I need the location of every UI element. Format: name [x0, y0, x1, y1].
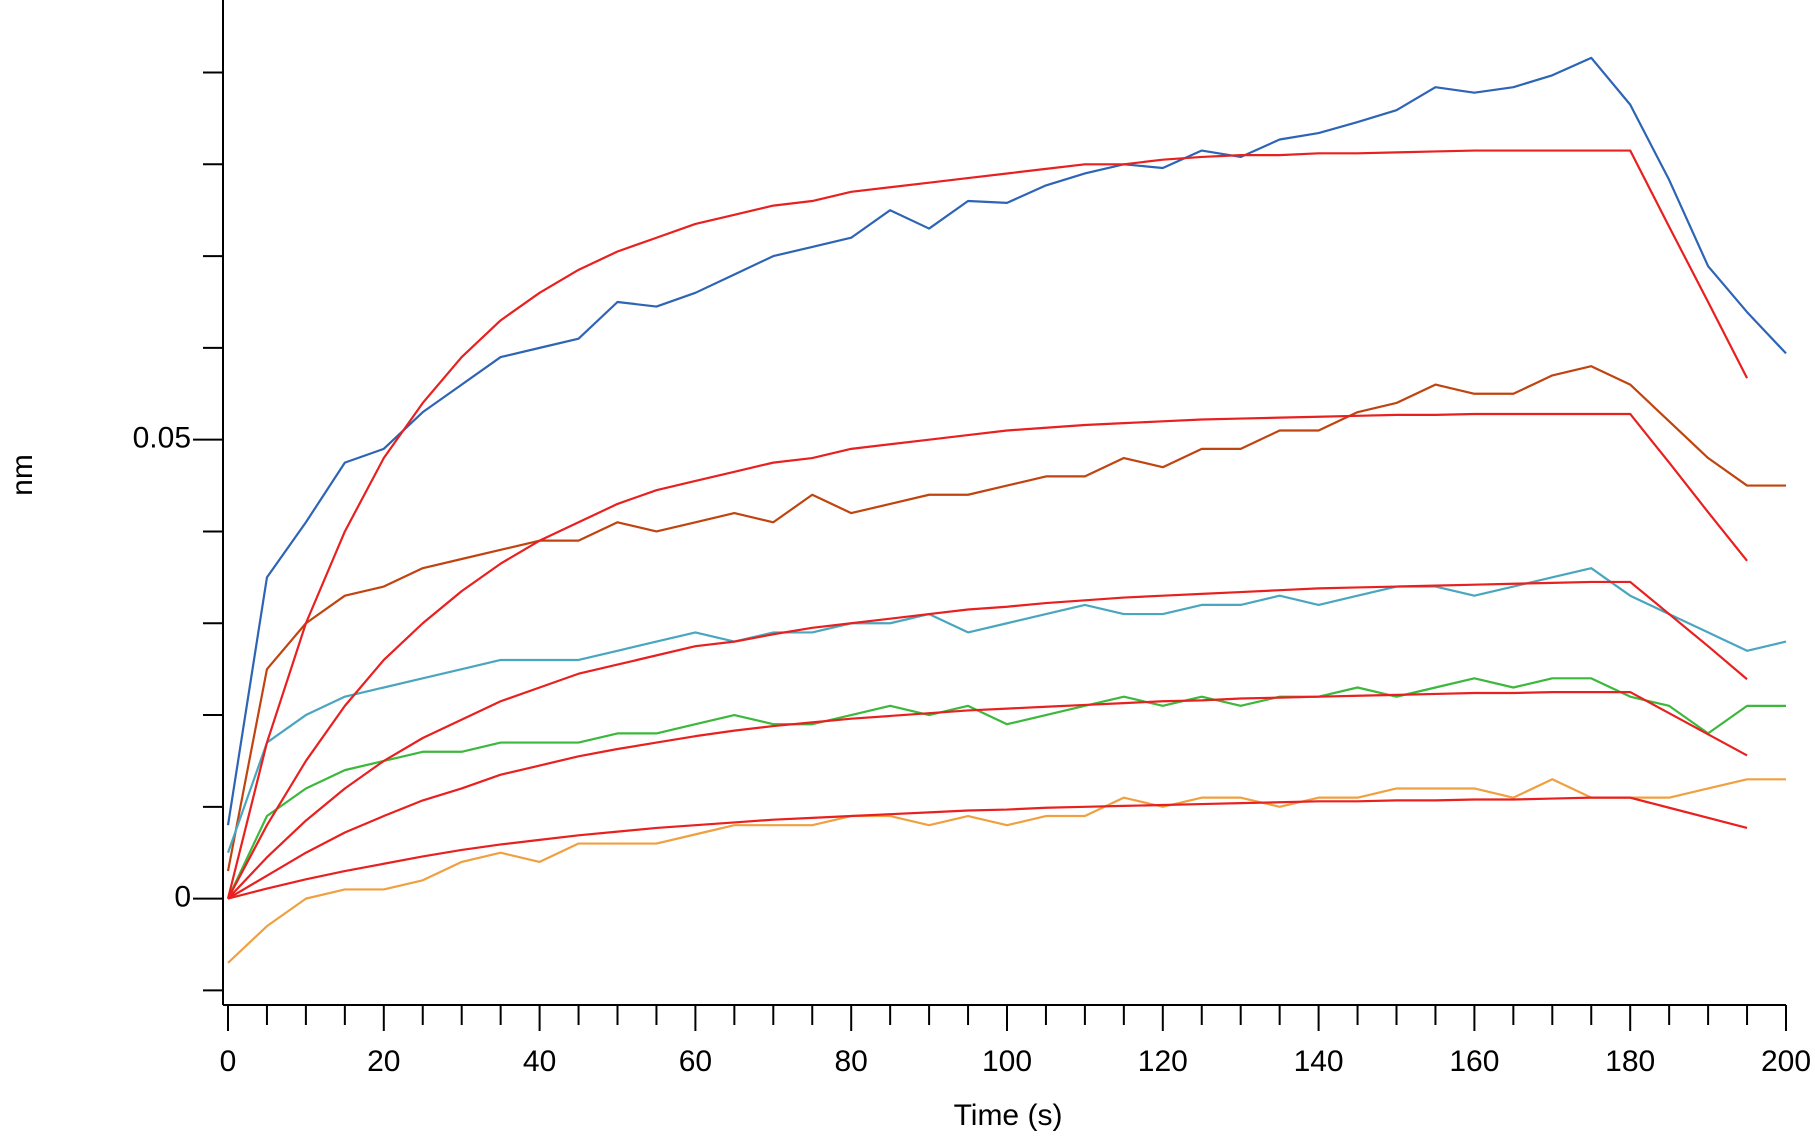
x-tick-label: 180 [1605, 1045, 1655, 1078]
x-tick-label: 60 [679, 1045, 712, 1078]
x-tick-label: 100 [982, 1045, 1032, 1078]
x-axis-label: Time (s) [954, 1099, 1063, 1132]
series-line [227, 796, 1748, 900]
series-line [226, 56, 1787, 826]
x-tick-label: 120 [1138, 1045, 1188, 1078]
x-tick-label: 40 [523, 1045, 556, 1078]
series-line [227, 412, 1748, 900]
series-line [226, 365, 1786, 872]
series-line [227, 690, 1748, 900]
y-axis-label: nm [6, 454, 39, 496]
x-tick-label: 20 [367, 1045, 400, 1078]
series-line [227, 677, 1786, 900]
series-line [227, 778, 1786, 964]
x-tick-label: 0 [220, 1045, 237, 1078]
x-tick-label: 80 [835, 1045, 868, 1078]
y-tick-label: 0 [174, 881, 191, 914]
series-line [227, 580, 1748, 900]
y-tick-label: 0.05 [133, 422, 191, 455]
series-line [226, 149, 1749, 899]
x-tick-label: 140 [1294, 1045, 1344, 1078]
x-tick-label: 160 [1449, 1045, 1499, 1078]
x-tick-label: 200 [1761, 1045, 1811, 1078]
